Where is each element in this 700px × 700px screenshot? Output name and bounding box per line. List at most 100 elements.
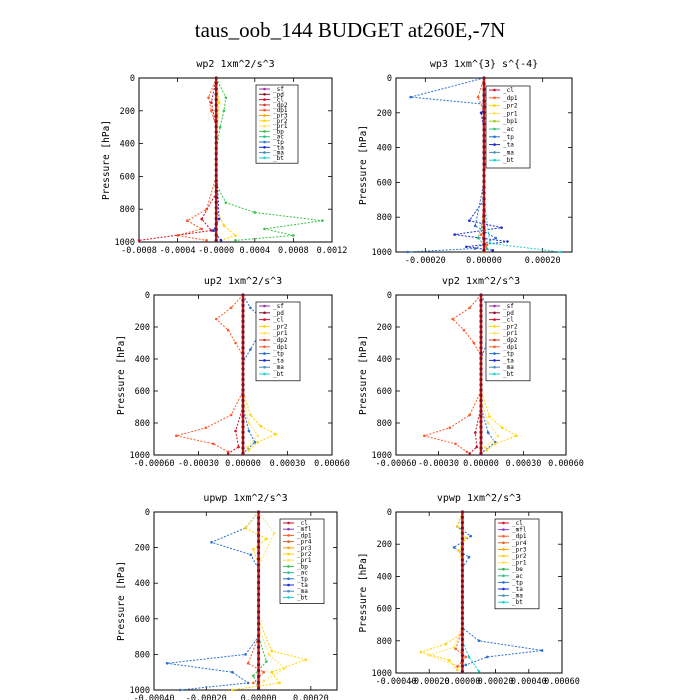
legend-marker bbox=[502, 534, 505, 538]
legend-marker bbox=[493, 325, 496, 328]
data-point bbox=[247, 429, 251, 433]
x-tick-label: -0.00060 bbox=[134, 459, 175, 469]
zero-line-marker bbox=[214, 108, 218, 113]
y-tick-label: 1000 bbox=[372, 248, 392, 258]
legend-marker bbox=[493, 158, 496, 162]
legend-marker bbox=[263, 338, 266, 342]
data-point bbox=[472, 341, 476, 345]
legend-label: _be bbox=[512, 566, 523, 573]
legend-label: _pr4 bbox=[297, 539, 312, 546]
zero-line-marker bbox=[460, 627, 464, 631]
chart-panel: up2 1xm^2/s^3 Pressure [hPa] 0 200 400 600 800… bbox=[116, 276, 350, 469]
legend-marker bbox=[287, 540, 290, 543]
legend-label: _ma bbox=[297, 588, 308, 595]
zero-line-marker bbox=[479, 325, 483, 329]
zero-line-marker bbox=[214, 119, 218, 123]
data-point bbox=[174, 434, 178, 438]
zero-line-marker bbox=[214, 98, 218, 102]
data-point bbox=[270, 649, 273, 653]
legend-label: _dp2 bbox=[503, 337, 518, 344]
legend-label: _pr1 bbox=[273, 123, 288, 130]
chart-panel: upwp 1xm^2/s^3 Pressure [hPa] 0 200 400 600 80… bbox=[116, 493, 338, 700]
series-line bbox=[215, 77, 323, 241]
data-point bbox=[464, 536, 468, 540]
data-point bbox=[224, 96, 228, 99]
legend-label: _pr3 bbox=[273, 113, 288, 120]
zero-line-marker bbox=[482, 82, 486, 86]
zero-line-marker bbox=[479, 319, 483, 323]
figure-title: taus_oob_144 BUDGET at260E,-7N bbox=[194, 18, 506, 42]
legend-marker bbox=[263, 93, 266, 96]
legend-label: _ta bbox=[273, 144, 284, 151]
zero-line-marker bbox=[460, 521, 464, 525]
zero-line-marker bbox=[214, 157, 218, 161]
zero-line-marker bbox=[482, 110, 486, 115]
legend-marker bbox=[493, 352, 496, 355]
legend-marker bbox=[287, 558, 290, 562]
zero-line-marker bbox=[214, 103, 218, 107]
data-point bbox=[454, 442, 457, 446]
y-tick-label: 400 bbox=[135, 579, 150, 589]
data-point bbox=[468, 413, 471, 417]
x-tick-label: -0.00040 bbox=[134, 694, 175, 700]
zero-line-marker bbox=[482, 248, 486, 252]
zero-line-marker bbox=[214, 162, 218, 167]
zero-line-marker bbox=[214, 168, 218, 172]
y-tick-label: 400 bbox=[120, 140, 135, 150]
zero-line-marker bbox=[479, 314, 483, 318]
y-axis-label: Pressure [hPa] bbox=[116, 561, 127, 641]
zero-line-marker bbox=[460, 669, 464, 673]
y-tick-label: 0 bbox=[145, 291, 150, 301]
zero-line-marker bbox=[479, 372, 483, 376]
legend-label: _ac bbox=[503, 126, 514, 133]
zero-line-marker bbox=[241, 325, 245, 329]
y-tick-label: 1000 bbox=[115, 238, 135, 248]
legend-label: _ta bbox=[273, 357, 284, 364]
zero-line-marker bbox=[460, 621, 464, 626]
zero-line-marker bbox=[479, 362, 483, 366]
legend-marker bbox=[493, 345, 496, 349]
data-point bbox=[246, 662, 250, 665]
zero-line-marker bbox=[482, 168, 486, 172]
legend-label: _bt bbox=[503, 371, 514, 378]
y-axis-label: Pressure [hPa] bbox=[358, 125, 369, 205]
zero-line-marker bbox=[460, 584, 464, 588]
y-axis-label: Pressure [hPa] bbox=[358, 552, 369, 632]
zero-line-marker bbox=[214, 184, 218, 188]
zero-line-marker bbox=[479, 309, 483, 313]
data-point bbox=[218, 125, 222, 129]
data-point bbox=[244, 526, 247, 530]
zero-line-marker bbox=[479, 388, 483, 392]
chart-panel: wp3 1xm^{3} s^{-4} Pressure [hPa] 0 200 400 6… bbox=[358, 59, 573, 266]
zero-line-marker bbox=[479, 293, 483, 297]
panel-title: wp3 1xm^{3} s^{-4} bbox=[430, 59, 538, 70]
zero-line-marker bbox=[256, 557, 261, 561]
data-point bbox=[253, 440, 257, 444]
legend-marker bbox=[493, 311, 496, 315]
zero-line-marker bbox=[241, 303, 245, 308]
data-point bbox=[540, 649, 544, 652]
data-point bbox=[469, 534, 473, 538]
zero-line-marker bbox=[482, 76, 486, 80]
data-point bbox=[265, 537, 268, 540]
zero-line-marker bbox=[460, 632, 464, 636]
zero-line-marker bbox=[241, 435, 245, 440]
legend-label: _bp1 bbox=[503, 118, 518, 125]
zero-line-marker bbox=[241, 377, 245, 382]
zero-line-marker bbox=[214, 141, 218, 145]
legend-marker bbox=[493, 112, 496, 115]
data-point bbox=[500, 426, 504, 430]
zero-line-marker bbox=[460, 600, 464, 604]
x-tick-label: 0.00020 bbox=[525, 256, 561, 266]
data-point bbox=[200, 227, 204, 231]
legend-marker bbox=[502, 600, 505, 604]
legend-marker bbox=[263, 119, 266, 123]
data-point bbox=[231, 688, 234, 692]
data-point bbox=[467, 555, 471, 559]
series-line bbox=[242, 295, 259, 448]
legend-marker bbox=[263, 140, 266, 144]
legend-marker bbox=[263, 108, 266, 112]
zero-line-marker bbox=[479, 351, 483, 355]
